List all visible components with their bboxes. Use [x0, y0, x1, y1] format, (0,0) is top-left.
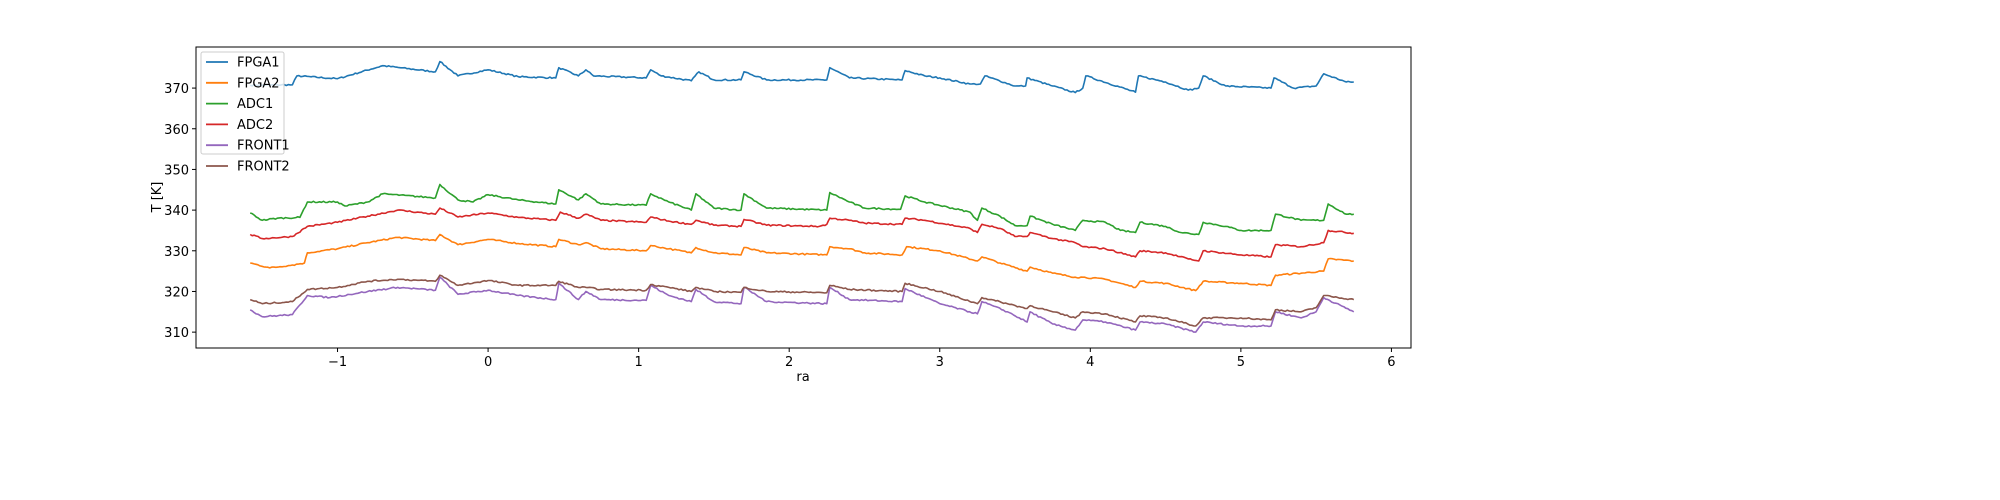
axes-frame	[195, 46, 1412, 349]
series-layer	[249, 60, 1355, 333]
x-axis: −1 0 1 2 3 4 5 6	[328, 348, 1396, 370]
legend-label: FPGA2	[237, 76, 280, 91]
series-line-adc2	[249, 207, 1354, 262]
x-tick-label: 3	[936, 355, 944, 370]
y-axis-label: T [K]	[150, 182, 165, 214]
legend: FPGA1 FPGA2 ADC1 ADC2 FRONT1 FRONT2	[200, 51, 290, 175]
y-tick-label: 310	[164, 326, 189, 341]
series-line-fpga1	[249, 60, 1354, 94]
x-axis-label: ra	[796, 370, 809, 385]
legend-label: FRONT2	[237, 160, 290, 175]
y-tick-label: 350	[164, 163, 189, 178]
x-tick-label: −1	[328, 355, 347, 370]
legend-label: FRONT1	[237, 139, 290, 154]
y-tick-label: 370	[164, 82, 189, 97]
legend-label: FPGA1	[237, 56, 280, 71]
series-line-fpga2	[250, 233, 1354, 292]
y-tick-label: 330	[164, 245, 189, 260]
x-tick-label: 0	[484, 355, 492, 370]
series-line-front2	[249, 274, 1355, 327]
x-tick-label: 4	[1086, 355, 1094, 370]
x-tick-label: 1	[634, 355, 642, 370]
x-tick-label: 6	[1387, 355, 1395, 370]
x-tick-label: 5	[1237, 355, 1245, 370]
series-line-adc1	[249, 183, 1354, 236]
legend-label: ADC2	[237, 118, 273, 133]
legend-label: ADC1	[237, 97, 273, 112]
y-tick-label: 340	[164, 204, 189, 219]
legend-box	[200, 51, 285, 155]
series-line-front1	[249, 276, 1355, 333]
y-tick-label: 360	[164, 123, 189, 138]
y-axis: 310 320 330 340 350 360 370	[164, 82, 196, 341]
y-tick-label: 320	[164, 285, 189, 300]
x-tick-label: 2	[785, 355, 793, 370]
